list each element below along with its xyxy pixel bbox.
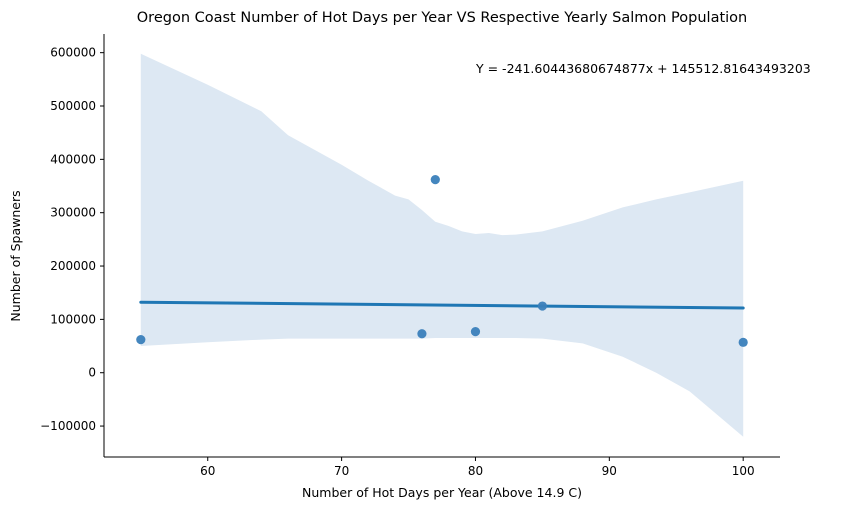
- regression-line-layer: [139, 300, 745, 310]
- x-tick-label: 90: [602, 464, 617, 478]
- y-tick-label: 600000: [50, 46, 96, 60]
- data-point: [136, 335, 146, 345]
- regression-equation-annotation: Y = -241.60443680674877x + 145512.816434…: [475, 61, 811, 76]
- x-axis-label: Number of Hot Days per Year (Above 14.9 …: [302, 485, 582, 500]
- y-tick-label: 100000: [50, 312, 96, 326]
- confidence-band-layer: [140, 53, 744, 437]
- data-point: [417, 329, 427, 339]
- chart-title: Oregon Coast Number of Hot Days per Year…: [137, 10, 747, 26]
- x-tick-label: 70: [334, 464, 349, 478]
- data-points-layer: [136, 175, 748, 347]
- data-point: [537, 301, 547, 311]
- data-point: [738, 337, 748, 347]
- y-tick-label: 0: [88, 366, 96, 380]
- axes-layer: 60 70 80 90 100 −100000 0 100000 200000 300000 400…: [40, 34, 780, 478]
- y-tick-label: −100000: [40, 419, 96, 433]
- y-tick-label: 200000: [50, 259, 96, 273]
- data-point: [430, 175, 440, 185]
- x-tick-label: 100: [732, 464, 755, 478]
- data-point: [470, 327, 481, 337]
- y-tick-label: 500000: [50, 99, 96, 113]
- regression-line: [139, 300, 745, 310]
- x-tick-label: 80: [468, 464, 483, 478]
- y-axis-label: Number of Spawners: [8, 190, 23, 321]
- y-tick-label: 400000: [50, 152, 96, 166]
- confidence-band: [140, 53, 744, 437]
- x-tick-label: 60: [200, 464, 215, 478]
- y-tick-label: 300000: [50, 206, 96, 220]
